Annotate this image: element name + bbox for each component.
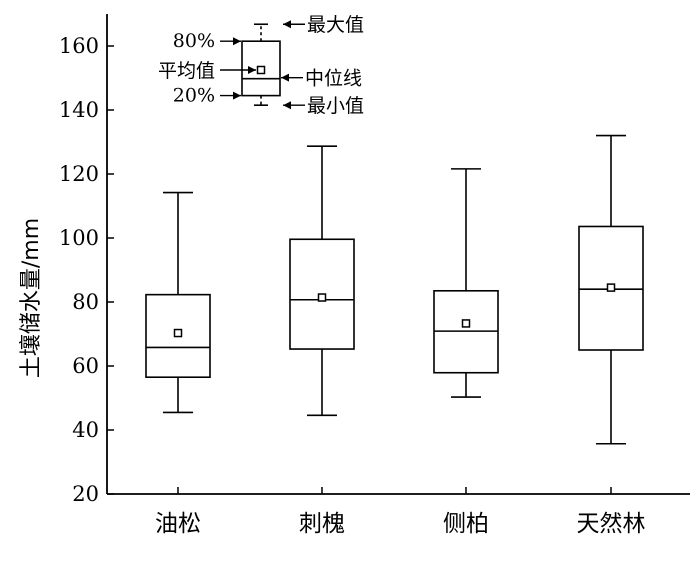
mean-marker — [256, 65, 266, 75]
legend-arrow-median-head — [281, 73, 289, 82]
y-tick-label: 40 — [72, 418, 99, 442]
y-tick-label: 20 — [72, 482, 99, 506]
y-tick-label: 160 — [59, 34, 99, 58]
y-tick-label: 80 — [72, 290, 99, 314]
legend-arrow-q80-head — [233, 37, 241, 46]
x-category-label: 天然林 — [577, 511, 646, 537]
box-2 — [289, 145, 355, 417]
box-3 — [433, 168, 499, 398]
y-tick-label: 100 — [59, 226, 99, 250]
mean-marker — [606, 283, 616, 292]
legend-label-mean: 平均值 — [158, 60, 215, 82]
legend-arrow-mean-head — [248, 66, 256, 74]
legend-arrow-min-head — [283, 101, 291, 110]
y-tick-label: 60 — [72, 354, 99, 378]
box-1 — [145, 191, 211, 414]
y-tick-label: 120 — [59, 162, 99, 186]
x-category-label: 刺槐 — [299, 511, 345, 537]
legend-arrow-q20-head — [233, 91, 241, 100]
y-tick-label: 140 — [59, 98, 99, 122]
y-axis-label: 土壤储水量/mm — [19, 218, 44, 378]
mean-marker — [461, 319, 471, 328]
legend-label-q20: 20% — [173, 85, 215, 107]
x-category-label: 侧柏 — [443, 511, 489, 537]
legend-label-q80: 80% — [173, 30, 215, 52]
axes: 20 40 60 80 100 120 140 160 油松 刺槐 侧柏 天然林 — [59, 14, 690, 537]
mean-marker — [317, 293, 327, 302]
box-4 — [578, 134, 644, 445]
mean-marker — [173, 328, 183, 338]
x-category-label: 油松 — [155, 511, 201, 537]
legend-label-min: 最小值 — [307, 95, 364, 117]
legend-label-median: 中位线 — [305, 68, 362, 90]
legend-label-max: 最大值 — [307, 14, 364, 36]
legend-arrow-max-head — [283, 20, 291, 29]
box-series — [145, 134, 644, 445]
